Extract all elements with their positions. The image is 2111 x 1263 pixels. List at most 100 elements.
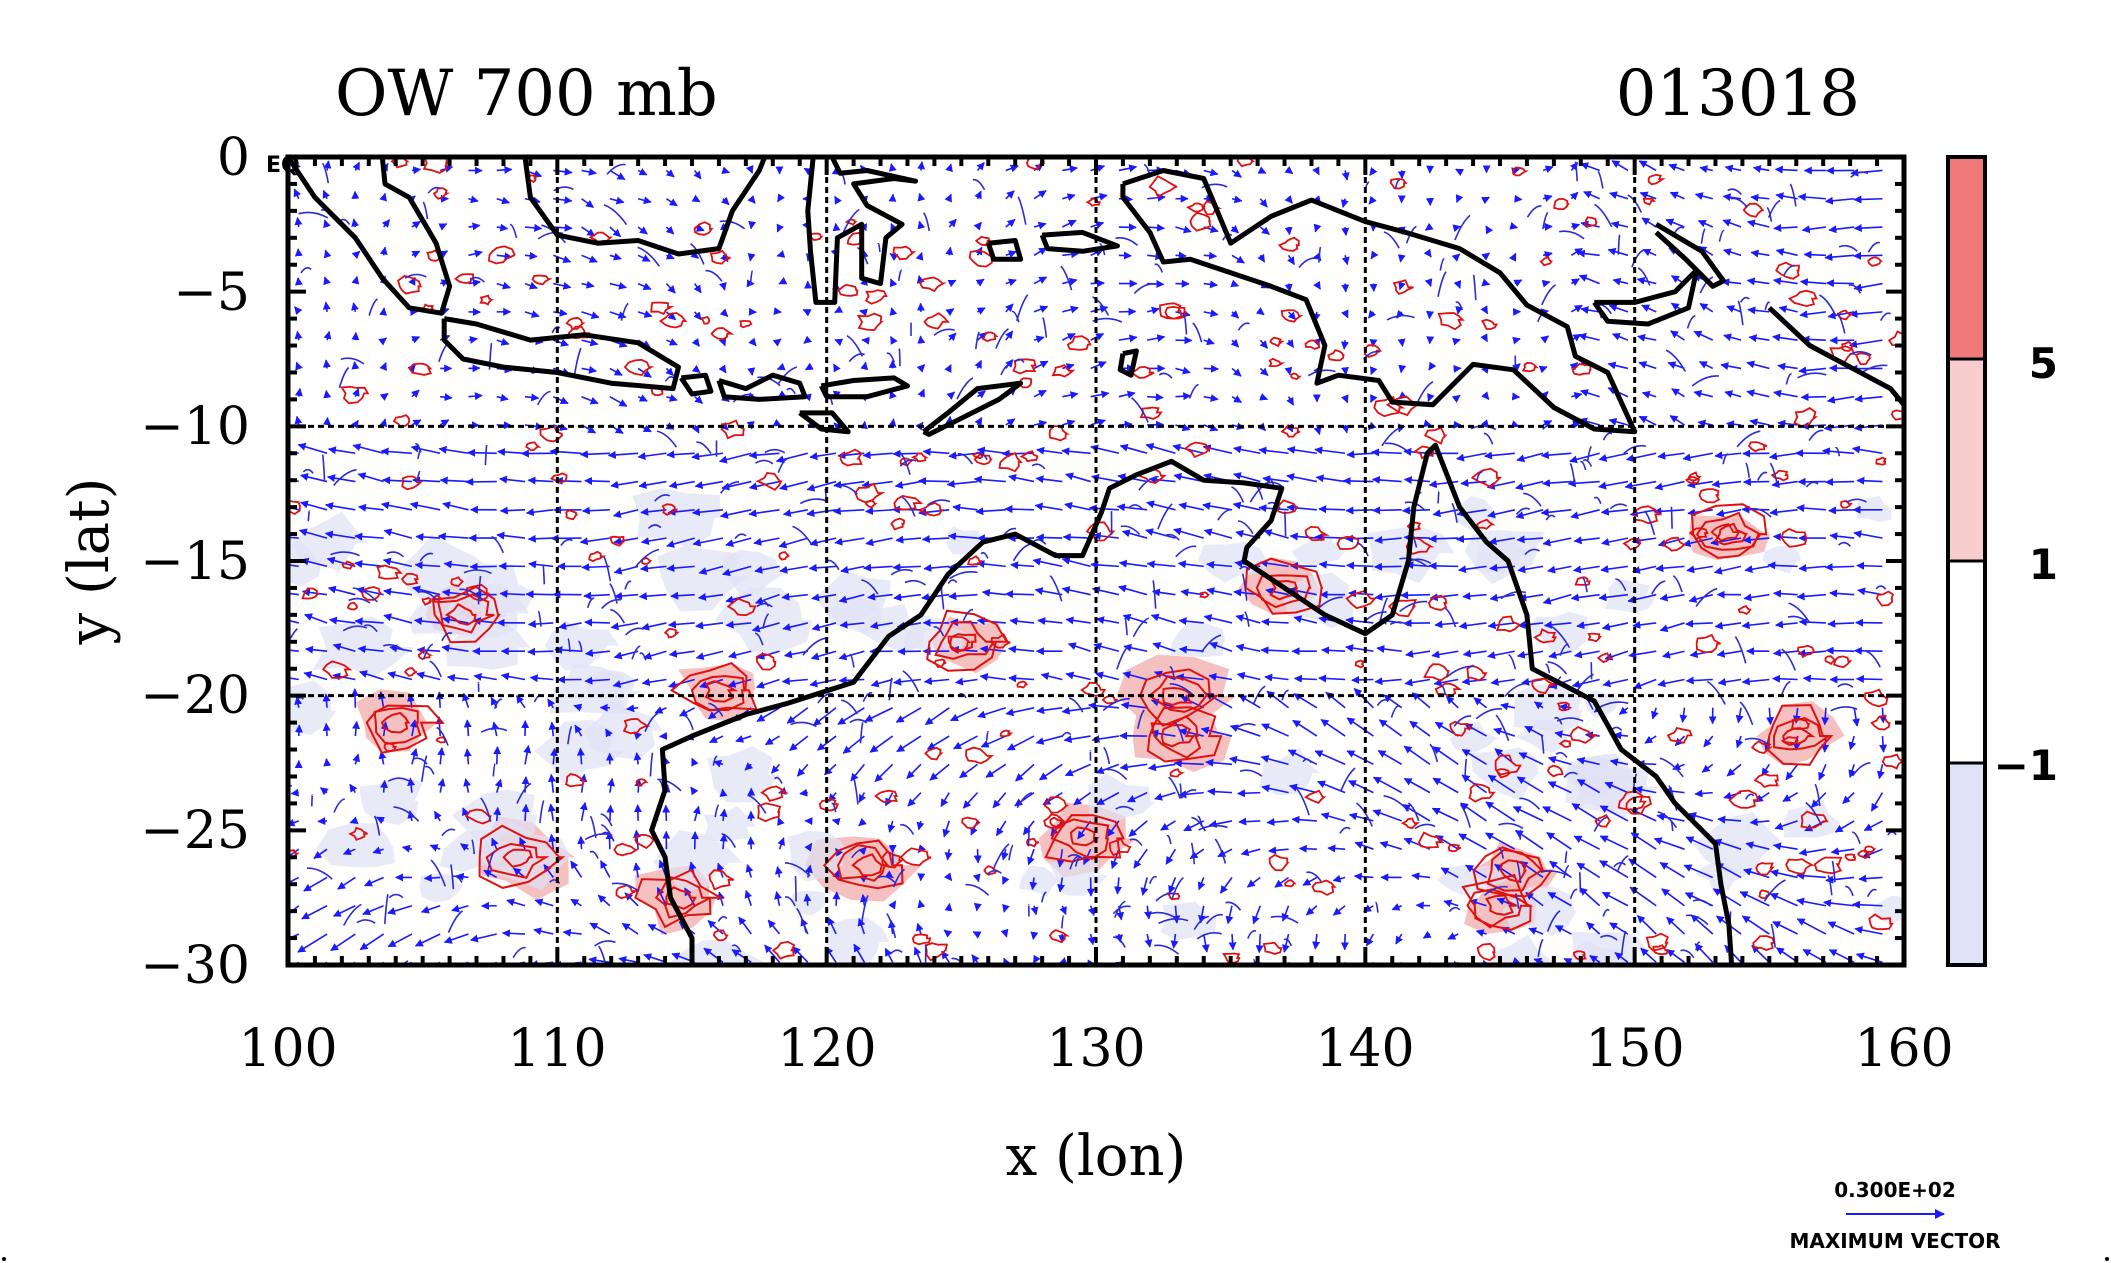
- wind-vector: [865, 507, 893, 516]
- wind-vector: [1203, 364, 1219, 373]
- wind-vector: [1427, 393, 1435, 402]
- wind-vector: [1458, 565, 1487, 574]
- wind-vector: [691, 338, 700, 347]
- wind-vector: [1259, 393, 1269, 401]
- wind-vector: [665, 283, 676, 294]
- wind-vector: [1772, 532, 1798, 541]
- wind-vector: [1777, 362, 1798, 371]
- wind-vector: [288, 619, 299, 624]
- ow-filled-regions: [288, 488, 1904, 965]
- wind-vector: [690, 250, 700, 259]
- wind-vector: [811, 622, 837, 632]
- wind-vector: [1009, 617, 1035, 626]
- ow-negative-fill: [1283, 572, 1354, 629]
- wind-vector: [1608, 417, 1629, 426]
- wind-vector: [1710, 537, 1742, 546]
- wind-vector: [834, 305, 844, 314]
- max-vector-key: 0.300E+02 MAXIMUM VECTOR: [1789, 1178, 2000, 1253]
- wind-vector: [440, 393, 453, 402]
- wind-vector: [859, 308, 868, 317]
- wind-vector: [501, 929, 526, 938]
- wind-vector: [1509, 221, 1519, 230]
- wind-vector: [1065, 472, 1091, 483]
- wind-vector: [606, 804, 615, 821]
- wind-vector: [670, 591, 695, 600]
- wind-vector: [1146, 560, 1176, 569]
- wind-vector: [976, 560, 1006, 568]
- wind-vector: [946, 479, 978, 488]
- wind-vector: [1462, 592, 1487, 601]
- wind-vector: [838, 593, 865, 604]
- wind-vector: [382, 476, 412, 485]
- wind-vector: [1259, 367, 1269, 376]
- x-tick-label: 150: [1585, 1019, 1684, 1079]
- wind-vector: [1638, 415, 1657, 426]
- wind-vector: [1697, 419, 1713, 428]
- wind-vector: [1654, 480, 1685, 491]
- wind-vector: [612, 509, 639, 518]
- wind-vector: [1686, 480, 1713, 489]
- wind-vector: [1206, 560, 1233, 569]
- wind-vector: [665, 198, 678, 207]
- wind-vector: [662, 804, 671, 821]
- wind-vector: [718, 452, 752, 464]
- wind-vector: [352, 443, 384, 455]
- wind-vector: [1401, 506, 1431, 515]
- wind-vector: [1631, 536, 1657, 545]
- wind-vector: [1573, 536, 1600, 545]
- wind-vector: [806, 480, 837, 492]
- wind-vector: [1175, 309, 1191, 318]
- wind-vector: [1288, 586, 1318, 596]
- wind-vector: [1369, 167, 1378, 176]
- wind-vector: [607, 450, 639, 459]
- wind-vector: [1340, 340, 1349, 350]
- wind-vector: [581, 254, 598, 263]
- wind-vector: [1693, 330, 1714, 341]
- wind-vector: [411, 389, 420, 398]
- wind-vector: [1005, 190, 1015, 200]
- wind-vector: [1715, 509, 1742, 518]
- wind-vector: [1175, 392, 1192, 401]
- ow-negative-fill: [1873, 895, 1904, 924]
- wind-vector: [1601, 537, 1629, 546]
- wind-vector: [973, 221, 982, 231]
- wind-vector: [1147, 334, 1166, 343]
- wind-vector: [1659, 593, 1685, 602]
- wind-vector: [719, 509, 752, 519]
- wind-vector: [497, 447, 526, 456]
- wind-vector: [922, 447, 950, 456]
- wind-vector: [1428, 480, 1459, 489]
- wind-vector: [1569, 191, 1579, 201]
- wind-vector: [921, 535, 950, 544]
- wind-vector: [1481, 252, 1491, 261]
- wind-vector: [496, 281, 511, 290]
- wind-vector: [1752, 164, 1770, 173]
- wind-vector: [1825, 646, 1855, 655]
- wind-vector: [981, 588, 1006, 597]
- y-tick-labels: 0 −5 −10 −15 −20 −25 −30: [140, 128, 250, 996]
- wind-vector: [640, 507, 667, 516]
- wind-vector: [1540, 508, 1572, 517]
- wind-vector: [1373, 562, 1402, 571]
- wind-vector: [1685, 619, 1713, 628]
- wind-vector: [748, 451, 780, 460]
- wind-vector: [1570, 278, 1580, 287]
- wind-vector: [416, 646, 441, 655]
- wind-vector: [1341, 424, 1350, 434]
- wind-vector: [1772, 277, 1798, 286]
- wind-vector: [892, 563, 921, 572]
- wind-vector: [584, 618, 610, 627]
- wind-vector: [1748, 334, 1770, 343]
- wind-vector: [328, 616, 356, 625]
- wind-vector: [379, 192, 387, 202]
- wind-vector: [583, 591, 610, 600]
- wind-vector: [525, 590, 554, 599]
- wind-vector: [552, 395, 569, 405]
- wind-vector: [1774, 165, 1798, 174]
- wind-vector: [747, 367, 756, 376]
- ow-negative-contour: [898, 348, 901, 367]
- wind-vector: [351, 361, 360, 370]
- wind-vector: [1004, 505, 1035, 514]
- wind-vector: [1313, 424, 1322, 436]
- wind-vector: [581, 563, 610, 572]
